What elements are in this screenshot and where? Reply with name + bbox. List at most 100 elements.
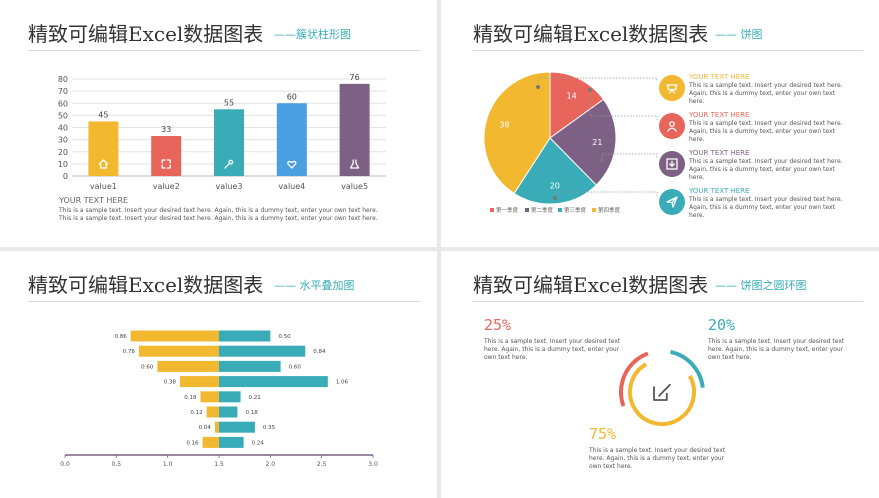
- horizontal-stacked-chart: 0.0 0.5 1.0 1.5 2.0 2.5 3.0 0.86 0.50 0.78 0.84 0.6…: [60, 330, 378, 468]
- right-value-label: 0.21: [249, 395, 261, 401]
- data-label: 33: [161, 125, 171, 134]
- edit-icon: [653, 383, 671, 401]
- x-tick-label: value3: [216, 182, 243, 191]
- panel-title: 精致可编辑Excel数据图表: [473, 22, 709, 46]
- legend-label: 第二季度: [531, 206, 554, 214]
- panel-column-chart: 精致可编辑Excel数据图表 ——簇状柱形图 0 10 20 30 40 50 60 70 80…: [0, 0, 437, 247]
- left-value-label: 0.16: [186, 440, 199, 446]
- slice-label: 21: [592, 138, 602, 147]
- presentation-icon: [666, 84, 678, 94]
- y-tick-label: 30: [58, 136, 68, 145]
- right-value-label: 0.24: [252, 440, 265, 446]
- y-tick-label: 0: [63, 172, 68, 181]
- left-bar: [138, 345, 219, 357]
- data-label: 55: [224, 98, 234, 107]
- title-divider: [28, 301, 421, 302]
- bar: [214, 109, 244, 176]
- connector-dot: [536, 85, 540, 89]
- panel-subtitle: —— 饼图: [715, 28, 763, 41]
- icon-stroke: [161, 159, 171, 169]
- item-heading: YOUR TEXT HERE: [689, 149, 750, 157]
- right-value-label: 0.50: [278, 334, 291, 340]
- connector-line: [601, 153, 658, 160]
- icon-stroke: [667, 127, 677, 132]
- ring-percent-label: 75%: [589, 425, 617, 443]
- title-divider: [473, 50, 863, 51]
- bar: [151, 135, 182, 176]
- left-bar: [200, 391, 219, 403]
- right-value-label: 0.18: [245, 410, 258, 416]
- icon-stroke: [228, 159, 234, 165]
- right-value-label: 0.84: [313, 349, 326, 355]
- left-bar: [130, 330, 219, 342]
- left-value-label: 0.78: [123, 349, 136, 355]
- bar: [339, 83, 370, 176]
- x-tick-label: 3.0: [368, 461, 378, 468]
- ring-arc-25: [619, 351, 649, 407]
- ring-chart: [619, 349, 705, 426]
- right-value-label: 0.35: [263, 425, 276, 431]
- x-tick-label: 2.0: [266, 461, 276, 468]
- flask-icon: [349, 159, 360, 169]
- legend-label: 第四季度: [598, 206, 621, 214]
- right-bar: [219, 330, 271, 342]
- slice-label: 20: [550, 181, 560, 190]
- icon-stroke: [349, 159, 360, 169]
- panel-subtitle: —— 饼图之圆环图: [715, 279, 807, 292]
- connector-line: [537, 77, 658, 87]
- wrench-icon: [224, 159, 234, 169]
- right-bar: [219, 436, 244, 448]
- x-tick-label: 1.5: [214, 461, 224, 468]
- item-body: This is a sample text. Insert your desir…: [689, 158, 843, 181]
- ring-note-body: This is a sample text. Insert your desir…: [708, 338, 845, 361]
- left-bar: [206, 406, 219, 418]
- item-body: This is a sample text. Insert your desir…: [689, 120, 843, 143]
- data-label: 60: [287, 92, 297, 101]
- x-tick-label: value5: [341, 182, 368, 191]
- ring-percent-label: 25%: [484, 316, 512, 334]
- item-body: This is a sample text. Insert your desir…: [689, 196, 843, 219]
- item-heading: YOUR TEXT HERE: [689, 187, 750, 195]
- x-tick-label: value1: [90, 182, 117, 191]
- slice-label: 14: [567, 92, 577, 101]
- legend-swatch: [592, 208, 596, 212]
- left-value-label: 0.18: [184, 395, 197, 401]
- legend-swatch: [490, 208, 494, 212]
- left-bar: [202, 436, 219, 448]
- panel-title: 精致可编辑Excel数据图表: [28, 273, 264, 297]
- left-bar: [157, 360, 219, 372]
- icon-stroke: [666, 84, 678, 94]
- column-chart: 0 10 20 30 40 50 60 70 80 45 value1 33 value2 55 value…: [58, 73, 386, 191]
- y-tick-label: 80: [58, 75, 68, 84]
- bar: [88, 121, 119, 176]
- x-tick-label: value2: [153, 182, 180, 191]
- right-bar: [219, 360, 281, 372]
- left-value-label: 0.12: [190, 410, 202, 416]
- connector-line: [554, 191, 658, 198]
- icon-stroke: [666, 158, 678, 170]
- connector-dot: [588, 88, 592, 92]
- ring-percent-label: 20%: [708, 316, 736, 334]
- left-bar: [214, 421, 219, 433]
- y-tick-label: 60: [58, 99, 68, 108]
- connector-dot: [553, 196, 557, 200]
- right-bar: [219, 421, 255, 433]
- home-icon: [98, 159, 109, 169]
- x-tick-label: 0.0: [60, 461, 70, 468]
- right-value-label: 1.06: [336, 380, 349, 386]
- right-value-label: 0.60: [289, 364, 302, 370]
- left-bar: [179, 376, 219, 388]
- send-icon: [666, 196, 678, 208]
- y-tick-label: 10: [58, 160, 68, 169]
- panel-ring-chart: 精致可编辑Excel数据图表 —— 饼图之圆环图 25% This is a sa…: [441, 251, 879, 498]
- pie-slice: [483, 71, 551, 195]
- panel-horizontal-stacked-chart: 精致可编辑Excel数据图表 —— 水平叠加图 0.0 0.5 1.0 1.5 2.0 2…: [0, 251, 437, 498]
- item-heading: YOUR TEXT HERE: [689, 73, 750, 81]
- icon-stroke: [224, 162, 231, 169]
- heart-icon: [287, 160, 297, 169]
- icon-stroke: [669, 121, 675, 127]
- icon-stroke: [98, 159, 109, 169]
- y-tick-label: 40: [58, 124, 68, 133]
- x-tick-label: 2.5: [317, 461, 327, 468]
- x-tick-label: 1.0: [163, 461, 173, 468]
